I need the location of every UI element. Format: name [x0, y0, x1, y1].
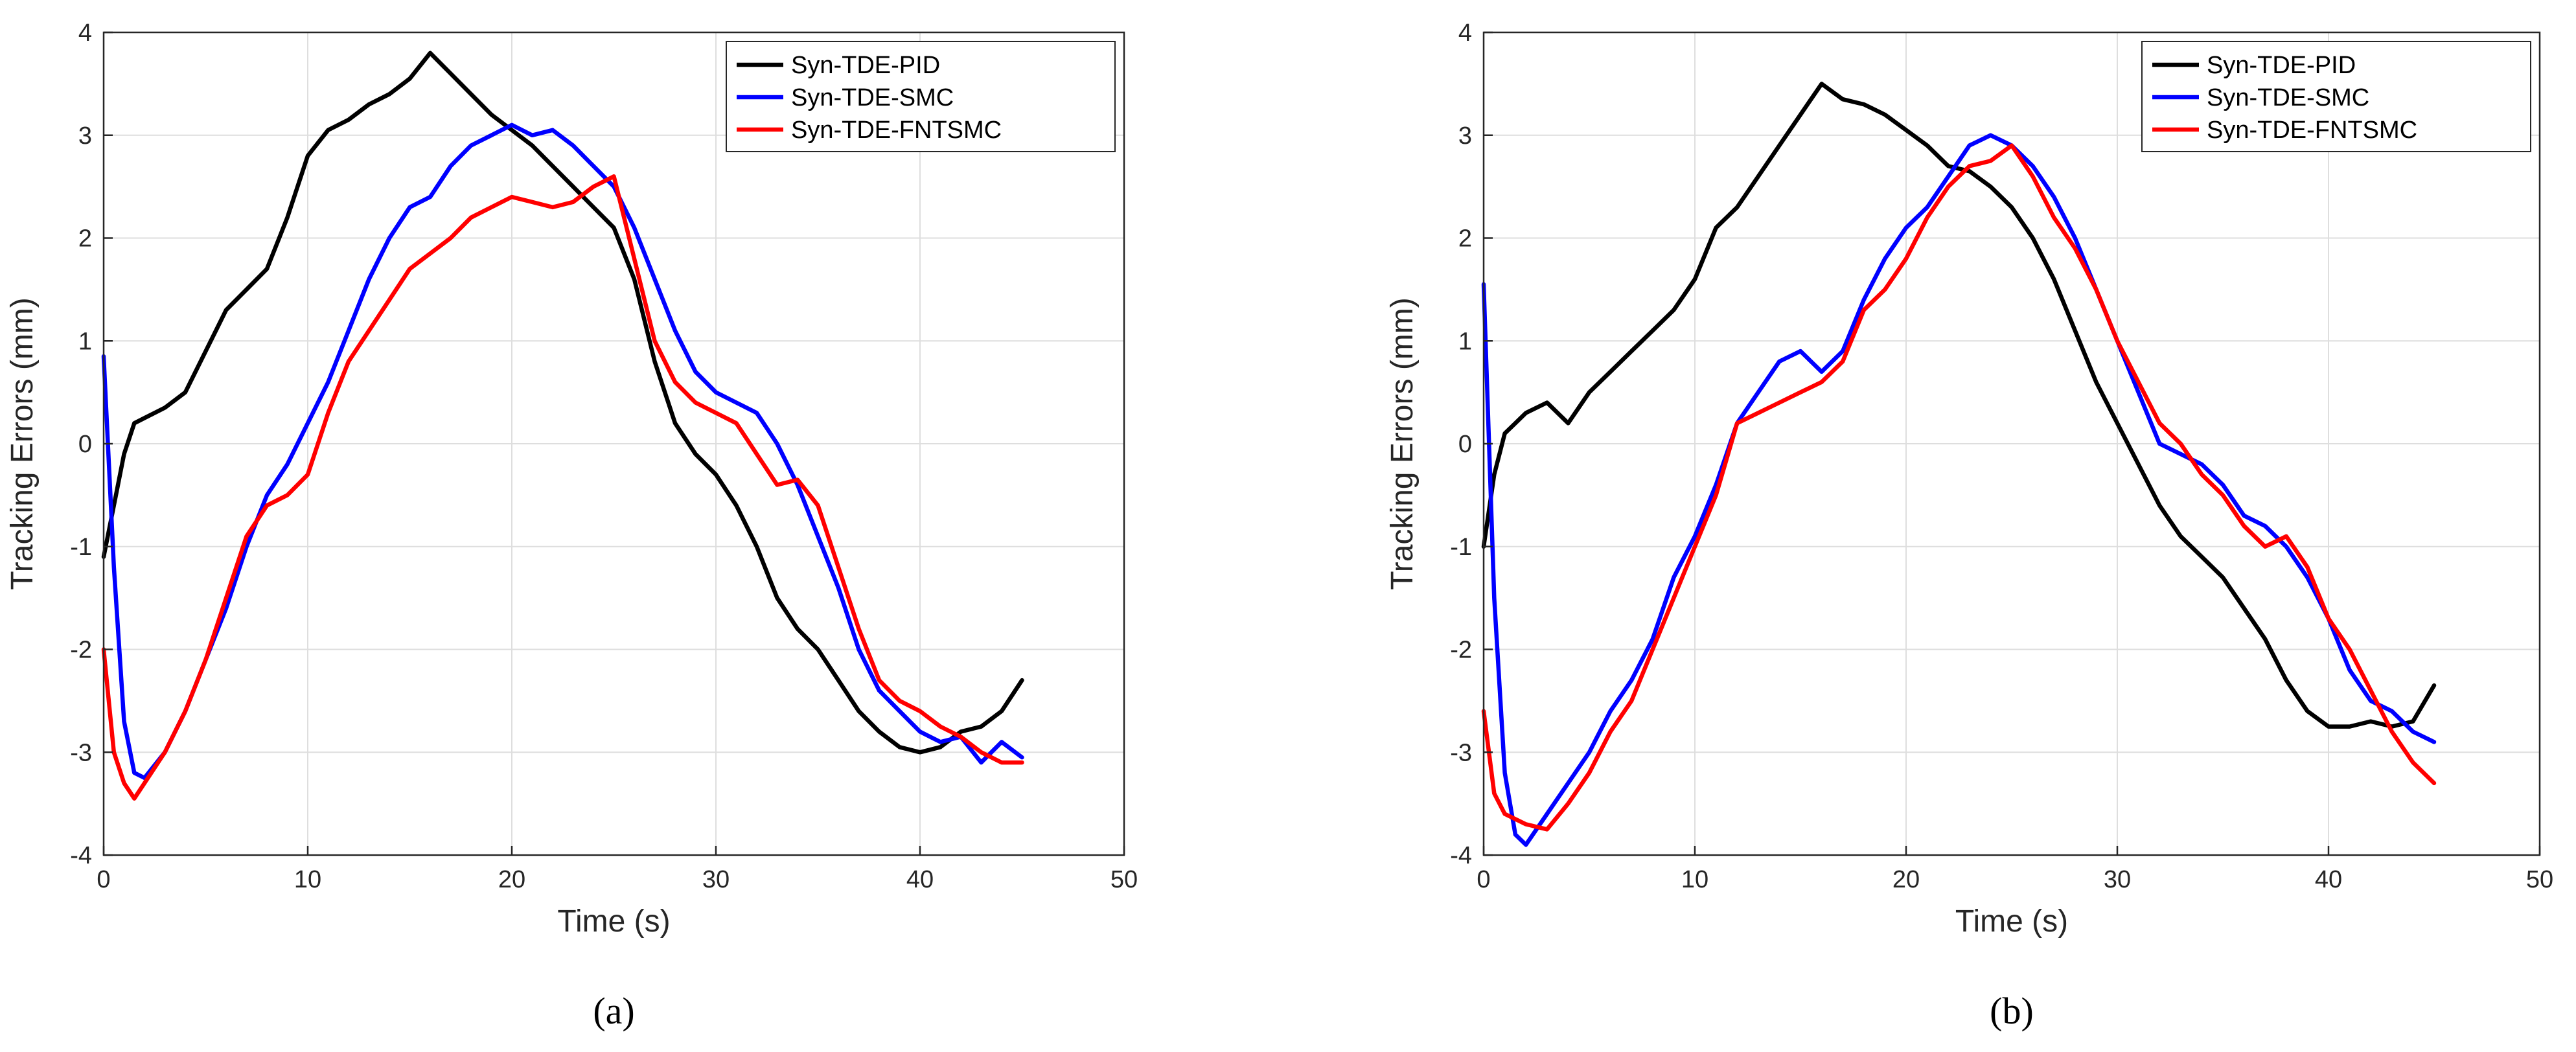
- legend-a: Syn-TDE-PID Syn-TDE-SMC Syn-TDE-FNTSMC: [726, 41, 1116, 152]
- x-tick-label: 40: [906, 866, 934, 893]
- series-line-syn-tde-fntsmc: [101, 174, 1024, 801]
- y-tick-label: 2: [1458, 225, 1472, 253]
- y-tick-label: 3: [78, 122, 92, 150]
- legend-b: Syn-TDE-PID Syn-TDE-SMC Syn-TDE-FNTSMC: [2141, 41, 2531, 152]
- series-line-syn-tde-smc: [1481, 133, 2437, 847]
- x-tick-label: 10: [1681, 866, 1708, 893]
- y-tick-label: -2: [70, 637, 92, 664]
- x-tick-label: 40: [2315, 866, 2342, 893]
- y-tick-label: 2: [78, 225, 92, 253]
- y-tick-label: -3: [70, 739, 92, 766]
- x-tick-label: 0: [1477, 866, 1490, 893]
- legend-box: [2141, 41, 2531, 152]
- y-tick-label: 1: [1458, 328, 1472, 355]
- x-tick-label: 30: [2104, 866, 2131, 893]
- y-axis-label-b: Tracking Errors (mm): [1385, 297, 1420, 590]
- y-tick-label: -1: [1450, 534, 1472, 561]
- grid-b: [1483, 32, 2540, 856]
- y-tick-label: -1: [70, 534, 92, 561]
- x-axis-label-a: Time (s): [557, 904, 670, 939]
- series-line-syn-tde-pid: [1481, 82, 2437, 729]
- series-lines-b: [1481, 82, 2437, 847]
- x-tick-label: 20: [1892, 866, 1920, 893]
- series-line-syn-tde-smc: [101, 122, 1024, 781]
- legend-entry: Syn-TDE-FNTSMC: [2207, 117, 2417, 144]
- y-axis-label-a: Tracking Errors (mm): [5, 297, 40, 590]
- ticks-b: 0 10 20 30 40 50 -4 -3 -2 -1 0 1 2 3 4: [1450, 19, 2553, 893]
- x-tick-label: 50: [2526, 866, 2553, 893]
- y-tick-label: 0: [1458, 431, 1472, 458]
- ticks-a: 0 10 20 30 40 50 -4 -3 -2 -1 0 1 2 3 4: [70, 19, 1138, 893]
- panel-a: 0 10 20 30 40 50 -4 -3 -2 -1 0 1 2 3 4 Time (s) Tracki…: [5, 19, 1138, 1032]
- x-tick-label: 30: [702, 866, 730, 893]
- series-line-syn-tde-fntsmc: [1481, 143, 2437, 832]
- series-lines-a: [101, 51, 1024, 801]
- y-tick-label: -4: [1450, 842, 1472, 869]
- x-tick-label: 20: [498, 866, 525, 893]
- y-tick-label: -3: [1450, 739, 1472, 766]
- y-tick-label: 4: [78, 19, 92, 47]
- legend-entry: Syn-TDE-PID: [791, 52, 940, 79]
- panel-caption-b: (b): [1990, 990, 2034, 1032]
- legend-entry: Syn-TDE-SMC: [791, 84, 954, 111]
- y-tick-label: 1: [78, 328, 92, 355]
- series-line-syn-tde-pid: [101, 51, 1024, 755]
- y-tick-label: 3: [1458, 122, 1472, 150]
- x-tick-label: 0: [97, 866, 110, 893]
- x-tick-label: 10: [294, 866, 321, 893]
- legend-entry: Syn-TDE-PID: [2207, 52, 2356, 79]
- legend-entry: Syn-TDE-FNTSMC: [791, 117, 1002, 144]
- legend-box: [726, 41, 1116, 152]
- panel-caption-a: (a): [593, 990, 634, 1032]
- y-tick-label: -2: [1450, 637, 1472, 664]
- y-tick-label: 4: [1458, 19, 1472, 47]
- y-tick-label: -4: [70, 842, 92, 869]
- legend-entry: Syn-TDE-SMC: [2207, 84, 2369, 111]
- panel-b: 0 10 20 30 40 50 -4 -3 -2 -1 0 1 2 3 4 Time (s) Tracki…: [1385, 19, 2553, 1032]
- x-tick-label: 50: [1110, 866, 1138, 893]
- x-axis-label-b: Time (s): [1955, 904, 2068, 939]
- y-tick-label: 0: [78, 431, 92, 458]
